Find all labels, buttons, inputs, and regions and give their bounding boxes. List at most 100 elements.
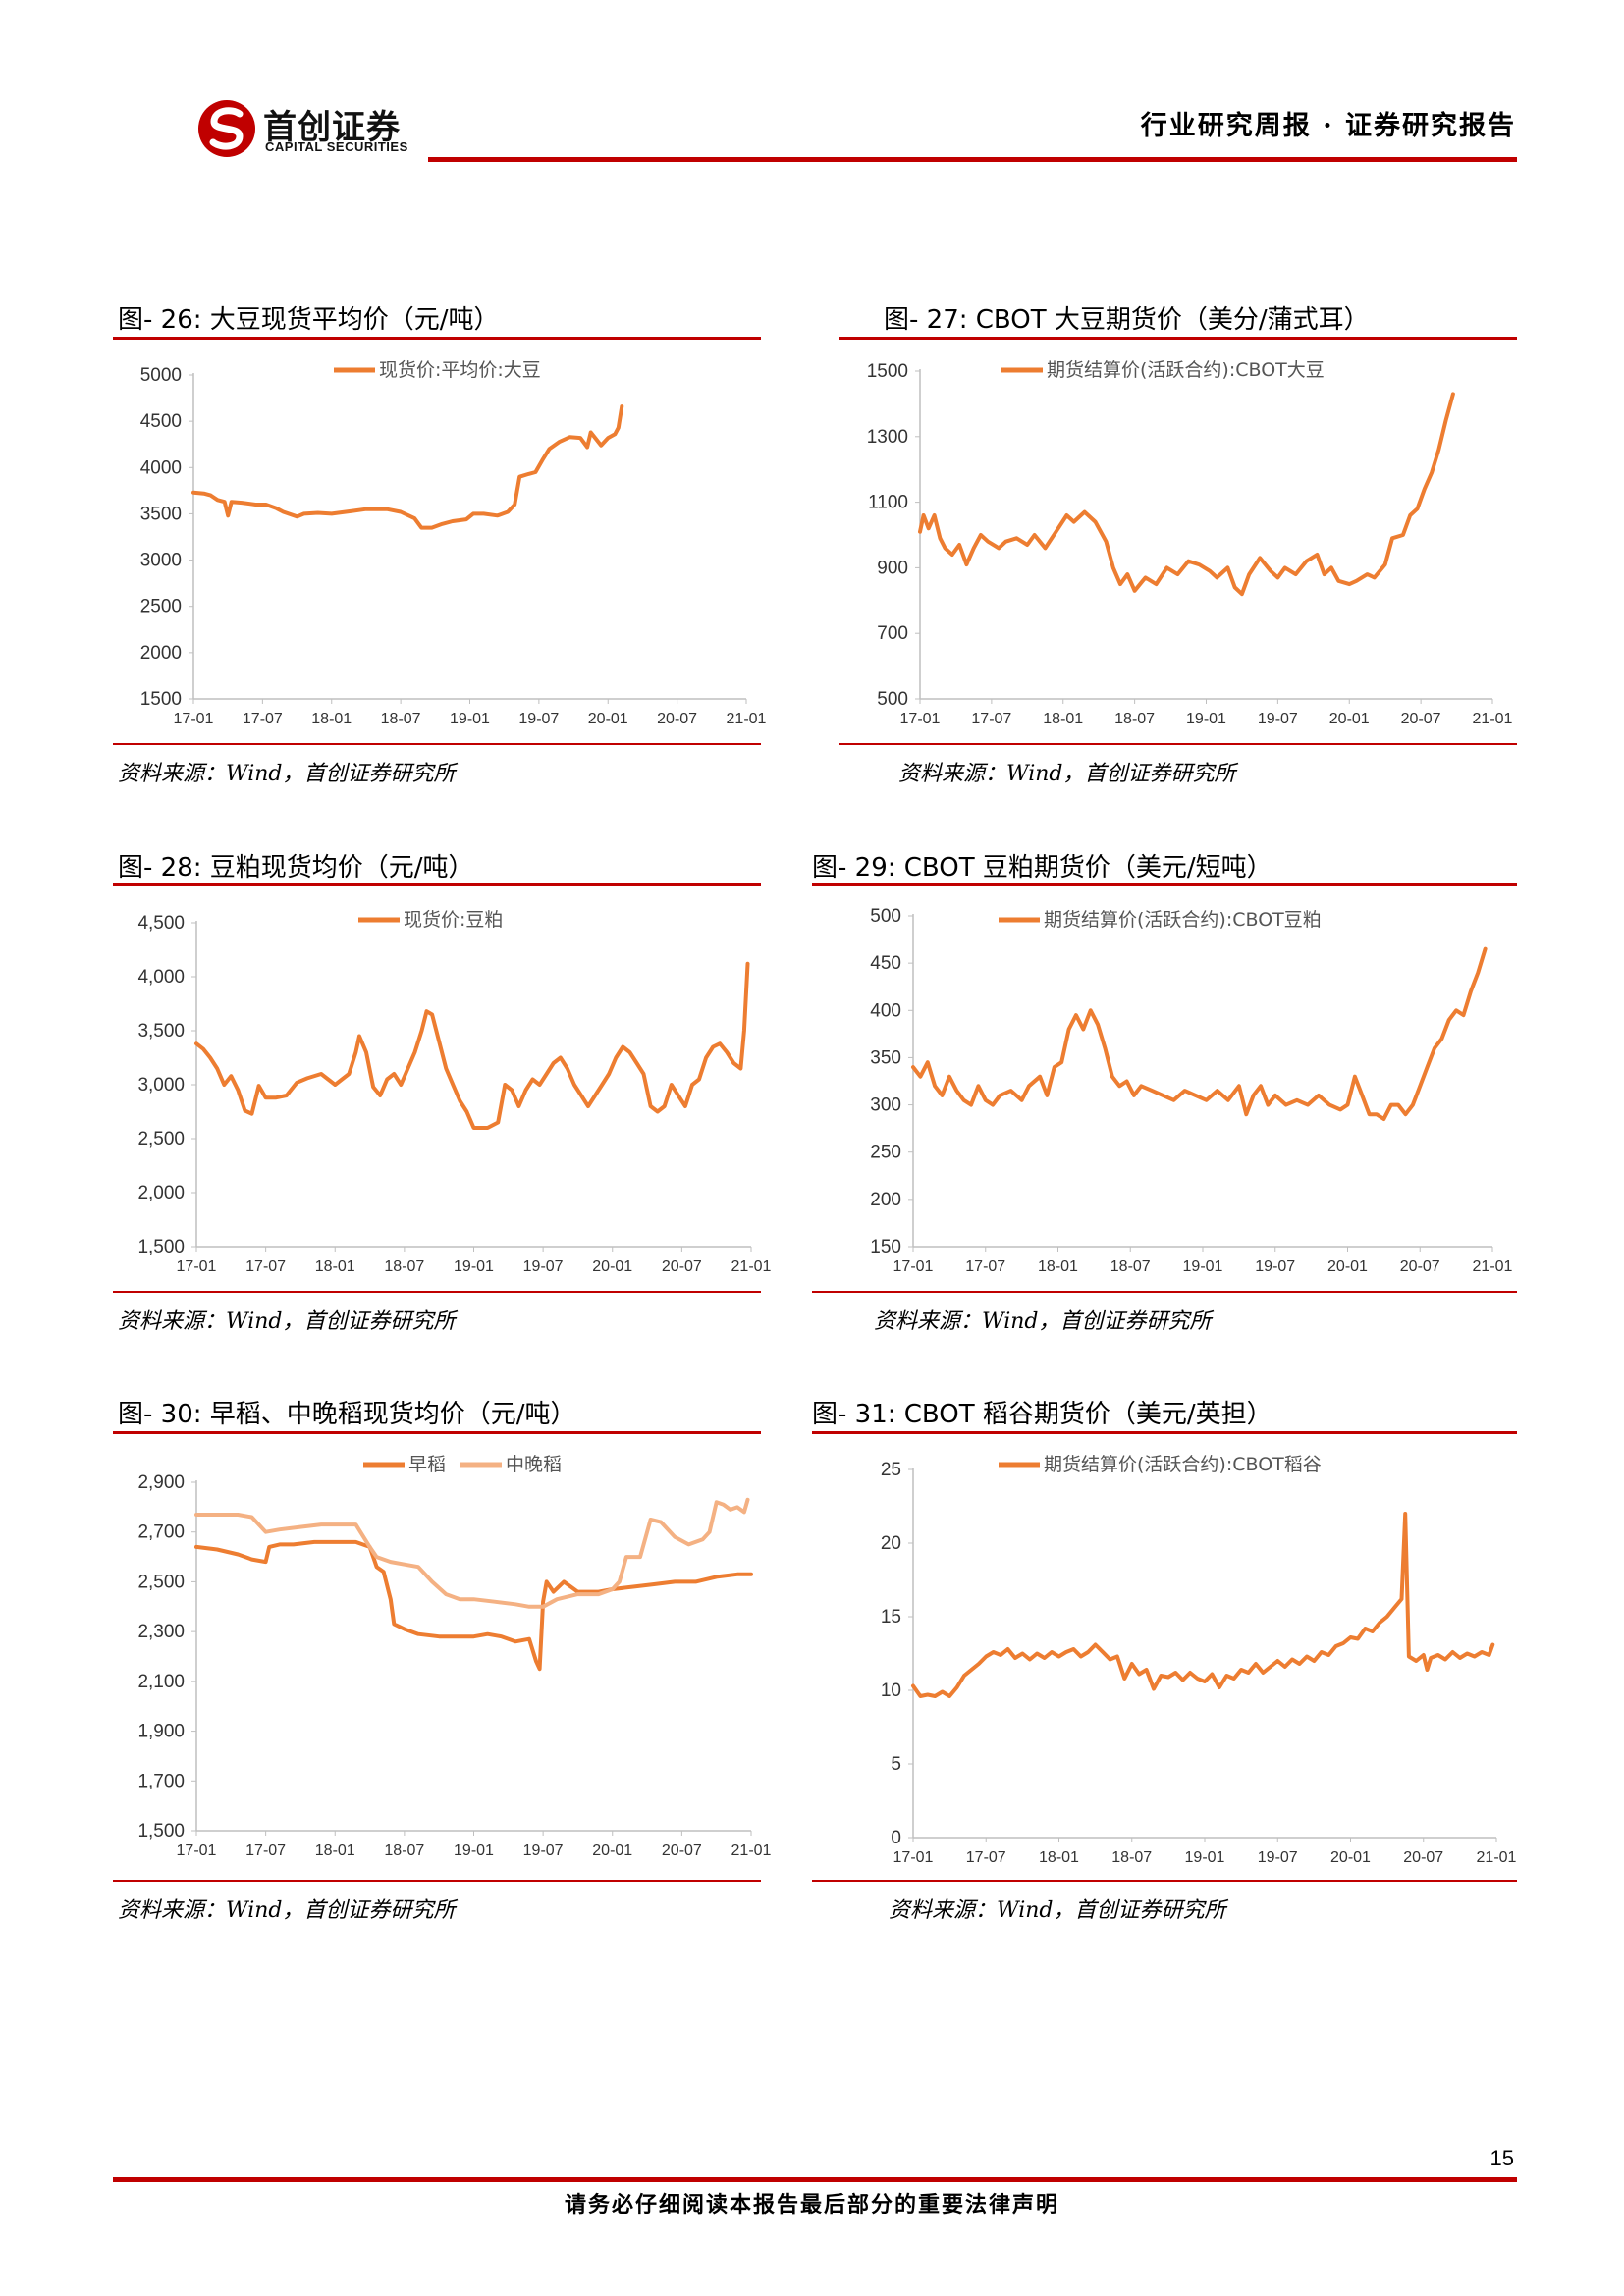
legend-label: 早稻 [408, 1454, 446, 1475]
y-tick-label: 5000 [140, 365, 182, 386]
y-tick-label: 300 [870, 1095, 901, 1116]
y-tick-label: 4,000 [137, 967, 185, 988]
x-tick-label: 17-01 [177, 1258, 217, 1275]
x-tick-label: 20-07 [1400, 1258, 1440, 1275]
series-line-1 [194, 1539, 753, 1672]
figure-27-title: 图- 27: CBOT 大豆期货价（美分/蒲式耳） [884, 305, 1370, 335]
x-tick-label: 18-07 [1111, 1849, 1152, 1866]
x-tick-label: 18-01 [1039, 1849, 1079, 1866]
y-tick-label: 4000 [140, 457, 182, 478]
capital-securities-logo-icon [198, 100, 255, 157]
y-tick-label: 0 [891, 1828, 901, 1848]
figure-31-title: 图- 31: CBOT 稻谷期货价（美元/英担） [812, 1400, 1272, 1429]
x-tick-label: 19-01 [450, 711, 490, 727]
figure-31-title-rule [812, 1431, 1517, 1434]
x-tick-label: 19-01 [454, 1842, 494, 1859]
footer-divider [113, 2177, 1517, 2182]
x-tick-label: 20-07 [657, 711, 697, 727]
x-tick-label: 17-07 [243, 711, 283, 727]
y-tick-label: 2,500 [137, 1129, 185, 1149]
figure-29-chart: 500 450 400 350 300 250 200 150 17-01 17-07 18-01 1… [812, 893, 1517, 1291]
x-tick-label: 18-01 [1038, 1258, 1078, 1275]
x-tick-label: 18-07 [384, 1842, 424, 1859]
y-tick-label: 1300 [867, 427, 908, 448]
y-tick-label: 1500 [140, 689, 182, 710]
figure-27-source: 资料来源：Wind，首创证券研究所 [898, 762, 1236, 786]
y-tick-label: 15 [881, 1607, 901, 1628]
logo-english-name: CAPITAL SECURITIES [265, 139, 408, 154]
x-tick-label: 20-07 [1403, 1849, 1443, 1866]
x-tick-label: 17-01 [893, 1849, 934, 1866]
figure-28-line-chart: 4,500 4,000 3,500 3,000 2,500 2,000 1,50017-01… [137, 909, 771, 1275]
y-tick-label: 1100 [868, 493, 908, 513]
figure-31-chart: 25 20 15 10 5 0 17-01 17-07 18-01 18-07 19-01 19-07… [812, 1438, 1517, 1880]
page-number: 15 [1489, 2146, 1514, 2170]
report-type-title: 行业研究周报 · 证券研究报告 [1140, 111, 1516, 141]
y-tick-label: 2,100 [137, 1672, 185, 1692]
x-tick-label: 17-01 [174, 711, 214, 727]
y-tick-label: 700 [877, 623, 908, 644]
x-tick-label: 19-07 [1255, 1258, 1295, 1275]
figure-26-title: 图- 26: 大豆现货平均价（元/吨） [118, 305, 500, 335]
figure-27-source-rule [839, 743, 1517, 745]
x-tick-label: 18-01 [1043, 711, 1083, 727]
figure-29-source-rule [812, 1291, 1517, 1293]
x-tick-label: 21-01 [1477, 1849, 1517, 1866]
series-line-1 [194, 961, 750, 1130]
figure-28-title: 图- 28: 豆粕现货均价（元/吨） [118, 853, 474, 882]
x-tick-label: 17-07 [245, 1258, 286, 1275]
figure-31-line-chart: 25 20 15 10 5 017-01 17-07 18-01 18-07 19-01 19-07… [881, 1454, 1517, 1866]
x-tick-label: 19-07 [518, 711, 559, 727]
figure-30-source: 资料来源：Wind，首创证券研究所 [118, 1898, 456, 1923]
header-divider [428, 157, 1517, 162]
y-tick-label: 3500 [140, 504, 182, 524]
y-tick-label: 1,500 [137, 1237, 185, 1257]
x-tick-label: 20-07 [662, 1258, 702, 1275]
x-tick-label: 20-07 [1401, 711, 1441, 727]
x-tick-label: 18-07 [384, 1258, 424, 1275]
x-tick-label: 18-07 [1110, 1258, 1151, 1275]
figure-28-source-rule [113, 1291, 761, 1293]
figure-26-source: 资料来源：Wind，首创证券研究所 [118, 762, 456, 786]
y-tick-label: 10 [881, 1681, 901, 1701]
x-tick-label: 19-07 [1258, 711, 1298, 727]
legend-label: 期货结算价(活跃合约):CBOT大豆 [1047, 359, 1325, 381]
x-tick-label: 19-01 [1186, 711, 1226, 727]
x-tick-label: 19-01 [1185, 1849, 1225, 1866]
figure-30-chart: 2,900 2,700 2,500 2,300 2,100 1,900 1,700 1,500… [113, 1438, 771, 1880]
figure-26-title-rule [113, 337, 761, 340]
y-tick-label: 1500 [867, 361, 908, 382]
figure-31-source-rule [812, 1880, 1517, 1882]
x-tick-label: 17-01 [893, 1258, 934, 1275]
figure-29-title: 图- 29: CBOT 豆粕期货价（美元/短吨） [812, 853, 1272, 882]
x-tick-label: 21-01 [731, 1258, 772, 1275]
y-tick-label: 500 [877, 689, 908, 710]
legend-label: 现货价:平均价:大豆 [379, 359, 541, 381]
series-line-2 [194, 1497, 750, 1609]
y-tick-label: 500 [870, 906, 901, 927]
x-tick-label: 17-07 [966, 1849, 1006, 1866]
series-line-1 [191, 404, 624, 530]
x-tick-label: 21-01 [1473, 711, 1513, 727]
figure-28-title-rule [113, 883, 761, 886]
figure-30-title-rule [113, 1431, 761, 1434]
y-tick-label: 1,700 [137, 1771, 185, 1791]
x-tick-label: 19-07 [1258, 1849, 1298, 1866]
x-tick-label: 17-07 [965, 1258, 1005, 1275]
legend-label: 现货价:豆粕 [404, 909, 503, 931]
x-tick-label: 17-07 [971, 711, 1011, 727]
legend-label: 期货结算价(活跃合约):CBOT稻谷 [1044, 1454, 1322, 1475]
x-tick-label: 20-01 [592, 1842, 632, 1859]
figure-30-line-chart: 2,900 2,700 2,500 2,300 2,100 1,900 1,700 1,500… [137, 1454, 771, 1859]
figure-28-chart: 4,500 4,000 3,500 3,000 2,500 2,000 1,500 17-01… [113, 893, 771, 1291]
x-tick-label: 20-01 [1329, 711, 1370, 727]
x-tick-label: 18-07 [1114, 711, 1155, 727]
figure-26-chart: 5000 4500 4000 3500 3000 2500 2000 1500 17-01 17-… [113, 344, 767, 741]
x-tick-label: 21-01 [1473, 1258, 1513, 1275]
figure-30-source-rule [113, 1880, 761, 1882]
y-tick-label: 250 [870, 1143, 901, 1163]
x-tick-label: 18-01 [315, 1842, 355, 1859]
